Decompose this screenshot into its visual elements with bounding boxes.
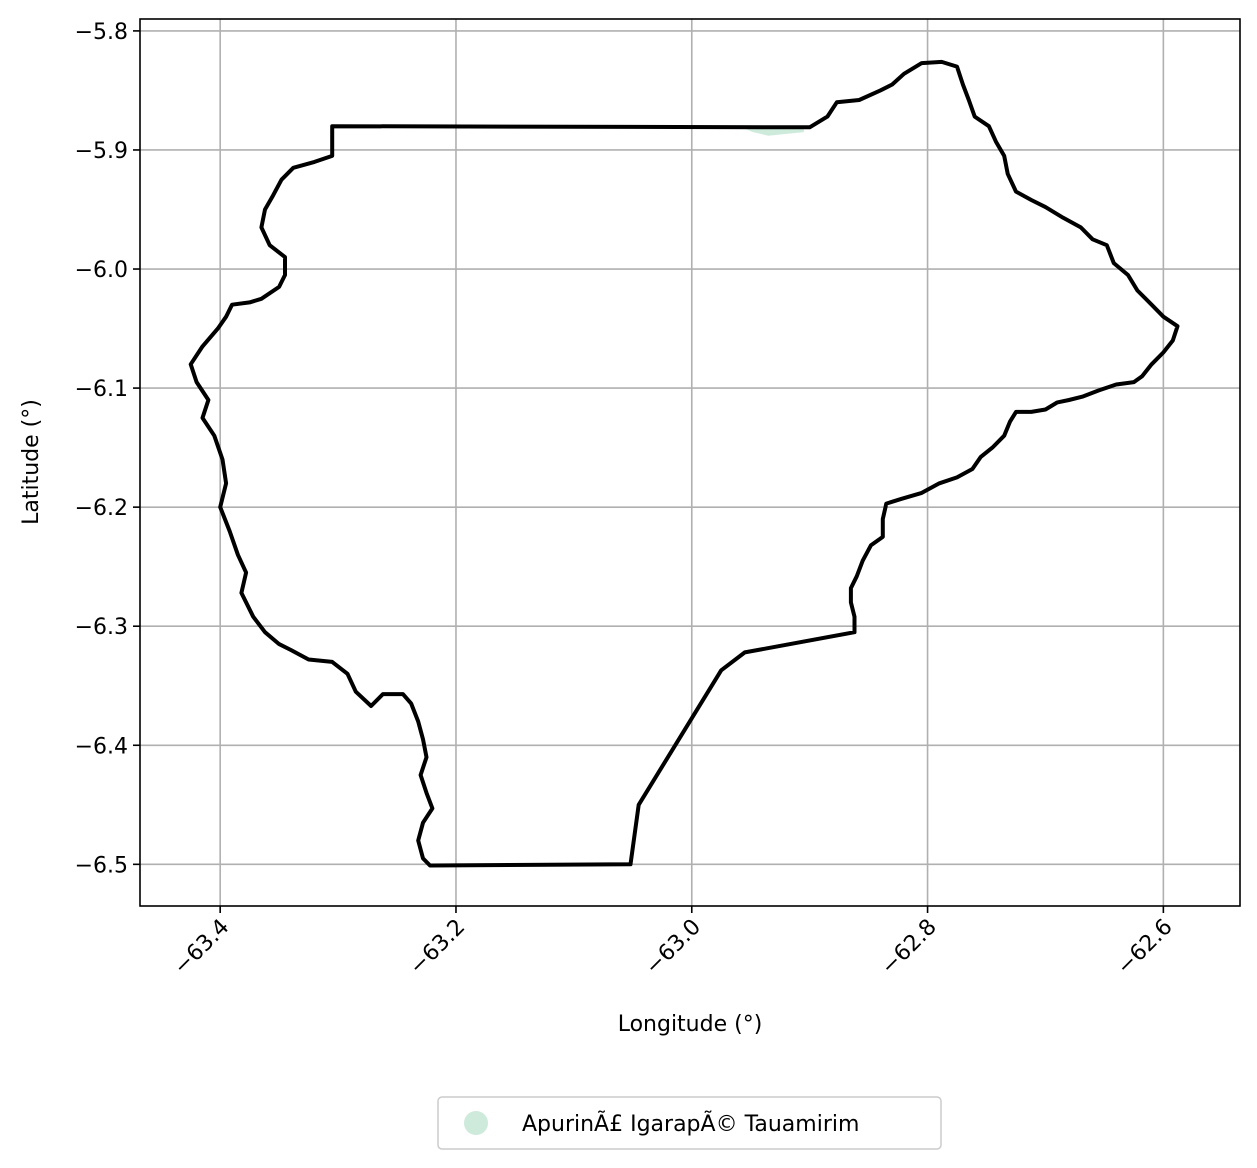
y-tick-label: −6.5 [75,853,128,878]
y-axis-ticks: −5.8 −5.9 −6.0 −6.1 −6.2 −6.3 −6.4 −6.5 [75,20,140,878]
x-axis-label: Longitude (°) [618,1012,763,1037]
legend-entry-label: ApurinÃ£ IgarapÃ© Tauamirim [522,1110,859,1137]
boundary-layer [188,59,1180,868]
y-tick-label: −5.8 [75,20,128,45]
y-tick-label: −5.9 [75,139,128,164]
y-axis-label: Latitude (°) [19,399,44,525]
boundary-outline [188,59,1180,868]
y-tick-label: −6.2 [75,496,128,521]
plot-frame [139,18,1241,907]
legend-marker-icon [464,1111,488,1135]
legend: ApurinÃ£ IgarapÃ© Tauamirim [437,1096,942,1150]
y-tick-label: −6.0 [75,258,128,283]
y-tick-label: −6.3 [75,615,128,640]
y-tick-label: −6.4 [75,734,128,759]
grid-lines [140,19,1240,906]
y-tick-label: −6.1 [75,377,128,402]
legend-frame [437,1096,942,1150]
